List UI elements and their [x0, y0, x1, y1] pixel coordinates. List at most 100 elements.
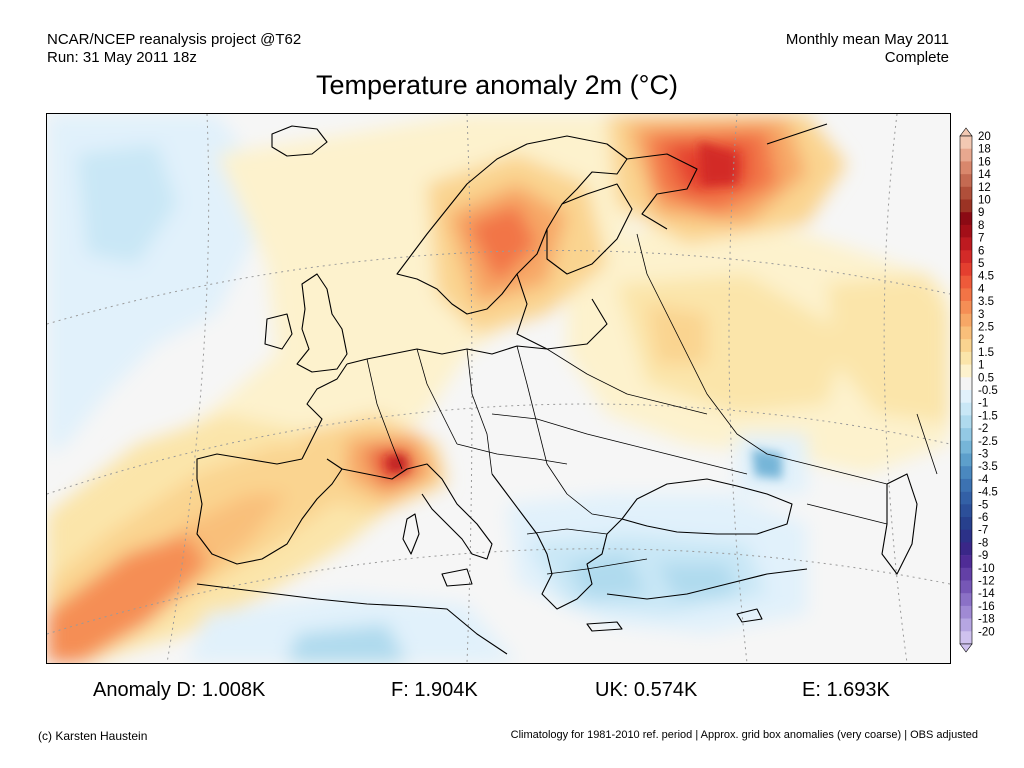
colorbar-swatch	[960, 364, 972, 378]
anomaly-germany: Anomaly D: 1.008K	[93, 679, 266, 701]
colorbar-svg: 201816141210987654.543.532.521.510.5-0.5…	[959, 127, 998, 653]
colorbar-max-arrow	[959, 127, 973, 137]
colorbar-tick-label: -18	[978, 614, 995, 626]
copyright: (c) Karsten Haustein	[38, 729, 148, 743]
colorbar-swatch	[960, 161, 972, 175]
colorbar-tick-label: 14	[978, 169, 991, 181]
colorbar-tick-label: -14	[978, 588, 995, 600]
colorbar-tick-label: -4	[978, 474, 989, 486]
colorbar-swatch	[960, 555, 972, 569]
climatology-note: Climatology for 1981-2010 ref. period | …	[510, 729, 978, 741]
colorbar-swatch	[960, 567, 972, 581]
colorbar-swatch	[960, 580, 972, 594]
anomaly-uk: UK: 0.574K	[595, 679, 698, 701]
colorbar-swatch	[960, 618, 972, 632]
colorbar-swatch	[960, 390, 972, 403]
colorbar-tick-label: -9	[978, 550, 988, 562]
colorbar-swatch	[960, 288, 972, 302]
colorbar-swatch	[960, 466, 972, 480]
colorbar-tick-label: 9	[978, 207, 984, 219]
anomaly-map	[46, 113, 951, 664]
map-title: Temperature anomaly 2m (°C)	[316, 70, 678, 100]
colorbar-tick-label: 4.5	[978, 271, 994, 283]
colorbar-swatch	[960, 237, 972, 251]
colorbar-tick-label: 20	[978, 131, 991, 143]
colorbar-tick-label: 6	[978, 245, 984, 257]
status-label: Complete	[884, 49, 949, 66]
colorbar-swatch	[960, 136, 972, 149]
colorbar-tick-label: 3	[978, 309, 984, 321]
colorbar-swatch	[960, 631, 972, 645]
colorbar-swatch	[960, 275, 972, 289]
colorbar-swatch	[960, 415, 972, 429]
colorbar-tick-label: -7	[978, 525, 988, 537]
colorbar-tick-label: 8	[978, 220, 984, 232]
colorbar-tick-label: -1.5	[978, 410, 998, 422]
anomaly-spain: E: 1.693K	[802, 679, 890, 701]
colorbar-swatch	[960, 212, 972, 226]
colorbar-tick-label: -20	[978, 626, 995, 638]
colorbar-swatch	[960, 263, 972, 276]
colorbar-tick-label: 4	[978, 283, 985, 295]
colorbar-tick-label: 1.5	[978, 347, 994, 359]
colorbar-min-arrow	[959, 643, 973, 653]
colorbar-swatch	[960, 351, 972, 365]
coastlines	[196, 123, 918, 655]
colorbar-swatch	[960, 313, 972, 327]
colorbar-swatch	[960, 529, 972, 543]
colorbar-tick-label: 7	[978, 233, 984, 245]
colorbar-tick-label: 5	[978, 258, 984, 270]
model-label: NCAR/NCEP reanalysis project @T62	[47, 31, 302, 48]
colorbar-tick-label: -2	[978, 423, 988, 435]
colorbar-tick-label: 18	[978, 144, 991, 156]
colorbar-swatch	[960, 402, 972, 416]
colorbar-tick-label: 0.5	[978, 372, 994, 384]
colorbar-tick-label: 10	[978, 195, 991, 207]
colorbar-swatch	[960, 186, 972, 200]
colorbar-swatch	[960, 605, 972, 619]
colorbar-swatch	[960, 148, 972, 162]
colorbar-swatch	[960, 250, 972, 264]
header-left: NCAR/NCEP reanalysis project @T62 Run: 3…	[47, 31, 301, 67]
colorbar-swatch	[960, 377, 972, 391]
colorbar-swatch	[960, 453, 972, 467]
colorbar-tick-label: -12	[978, 576, 995, 588]
colorbar-tick-label: -8	[978, 537, 988, 549]
country-borders	[366, 233, 938, 575]
colorbar-tick-label: -3	[978, 449, 988, 461]
colorbar-tick-label: -2.5	[978, 436, 998, 448]
map-canvas	[47, 114, 950, 663]
colorbar: 20 18 16 14 12 10 9 8 7 6 5 4.5 4 3.5 3 2.5 2 1.5 1 0.5 -0.5…	[959, 127, 1024, 653]
colorbar-swatch	[960, 174, 972, 188]
colorbar-swatch	[960, 542, 972, 556]
colorbar-tick-label: 2	[978, 334, 984, 346]
colorbar-swatch	[960, 517, 972, 530]
colorbar-tick-label: -3.5	[978, 461, 998, 473]
colorbar-swatch	[960, 504, 972, 518]
colorbar-swatch	[960, 301, 972, 315]
colorbar-swatch	[960, 199, 972, 213]
period-label: Monthly mean May 2011	[785, 31, 949, 48]
colorbar-swatch	[960, 428, 972, 442]
colorbar-tick-label: 2.5	[978, 322, 994, 334]
colorbar-tick-label: 1	[978, 360, 984, 372]
colorbar-swatch	[960, 224, 972, 238]
colorbar-swatch	[960, 326, 972, 340]
colorbar-tick-label: -5	[978, 499, 988, 511]
anomaly-field	[47, 114, 950, 663]
colorbar-tick-label: 3.5	[978, 296, 994, 308]
colorbar-tick-label: 16	[978, 156, 991, 168]
colorbar-tick-label: -0.5	[978, 385, 998, 397]
run-label: Run: 31 May 2011 18z	[47, 49, 197, 66]
anomaly-france: F: 1.904K	[391, 679, 478, 701]
colorbar-tick-label: 12	[978, 182, 991, 194]
colorbar-swatch	[960, 491, 972, 505]
colorbar-tick-label: -1	[978, 398, 988, 410]
colorbar-swatch	[960, 339, 972, 353]
colorbar-swatch	[960, 440, 972, 454]
colorbar-tick-label: -10	[978, 563, 995, 575]
header-right: Monthly mean May 2011 Complete	[786, 31, 949, 67]
colorbar-swatch	[960, 478, 972, 492]
colorbar-tick-label: -6	[978, 512, 988, 524]
colorbar-swatch	[960, 593, 972, 607]
